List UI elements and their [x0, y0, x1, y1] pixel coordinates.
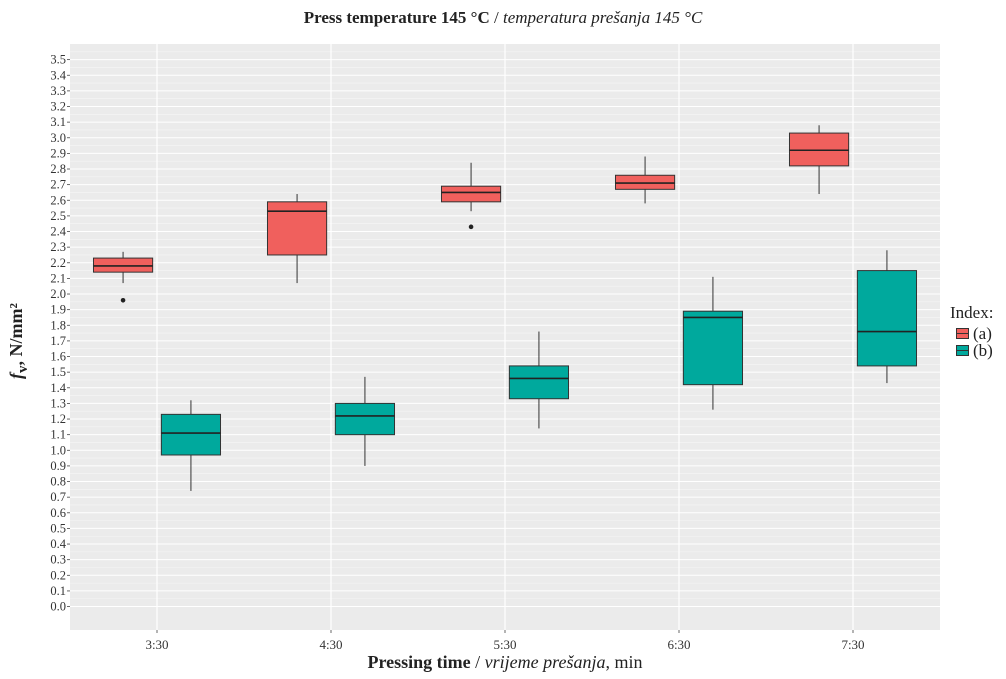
y-tick-label: 0.3: [50, 553, 66, 567]
box-b-4:30: [334, 376, 396, 466]
y-tick-label: 0.0: [50, 600, 66, 614]
y-tick-label: 0.8: [50, 475, 66, 489]
x-label-separator: /: [470, 652, 485, 672]
y-axis-ticks: 0.0 0.1 0.20.3 0.4 0.50.6 0.70.8 0.9 1.01.1 1.2 1…: [50, 53, 70, 614]
box-a-4:30: [266, 194, 328, 284]
box-a-7:30: [788, 125, 850, 195]
x-tick-label: 5:30: [493, 637, 516, 652]
legend-key-a: [956, 328, 969, 339]
y-tick-label: 0.2: [50, 568, 66, 582]
legend-item-a: (a): [950, 323, 993, 343]
y-tick-label: 2.1: [50, 271, 66, 285]
legend-title: Index:: [950, 303, 994, 322]
box-iqr: [266, 201, 328, 256]
y-tick-label: 2.4: [50, 225, 66, 239]
y-tick-label: 2.0: [50, 287, 66, 301]
box-series: [92, 125, 918, 491]
y-tick-label: 3.3: [50, 84, 66, 98]
y-tick-label: 2.6: [50, 193, 66, 207]
y-tick-label: 1.3: [50, 396, 66, 410]
legend: Index: (a) (b): [950, 303, 994, 360]
box-a-5:30: [440, 162, 502, 230]
chart-title: Press temperature 145 °C / temperatura p…: [0, 8, 1006, 28]
box-iqr: [508, 365, 570, 400]
y-tick-label: 0.9: [50, 459, 66, 473]
y-tick-label: 2.3: [50, 240, 66, 254]
box-b-5:30: [508, 331, 570, 429]
y-tick-label: 1.1: [50, 428, 66, 442]
legend-key-b: [956, 345, 969, 356]
y-tick-label: 1.8: [50, 318, 66, 332]
y-tick-label: 3.0: [50, 131, 66, 145]
y-tick-label: 2.2: [50, 256, 66, 270]
y-axis-label: fv, N/mm²: [6, 303, 32, 379]
x-label-italic: vrijeme prešanja: [484, 652, 606, 672]
grid-major: [70, 44, 940, 630]
y-tick-label: 2.9: [50, 146, 66, 160]
y-label-subscript: v: [14, 365, 31, 373]
y-tick-label: 2.7: [50, 178, 66, 192]
title-separator: /: [489, 8, 503, 27]
legend-item-b: (b): [950, 340, 993, 360]
y-tick-label: 1.5: [50, 365, 66, 379]
y-tick-label: 3.4: [50, 68, 66, 82]
box-b-7:30: [856, 250, 918, 384]
y-tick-label: 1.7: [50, 334, 66, 348]
y-tick-label: 1.0: [50, 443, 66, 457]
box-a-6:30: [614, 156, 676, 204]
y-tick-label: 2.8: [50, 162, 66, 176]
y-tick-label: 1.2: [50, 412, 66, 426]
y-tick-label: 0.7: [50, 490, 66, 504]
x-tick-label: 4:30: [319, 637, 342, 652]
y-tick-label: 3.2: [50, 100, 66, 114]
legend-label-a: (a): [973, 323, 992, 343]
outlier-point: [120, 297, 126, 303]
title-bold: Press temperature 145 °C: [303, 8, 490, 27]
y-tick-label: 1.9: [50, 303, 66, 317]
y-tick-label: 3.5: [50, 53, 66, 67]
x-label-bold: Pressing time: [367, 652, 471, 672]
y-label-unit: , N/mm²: [6, 303, 27, 366]
x-tick-label: 7:30: [841, 637, 864, 652]
box-iqr: [160, 413, 222, 456]
y-tick-label: 3.1: [50, 115, 66, 129]
x-tick-label: 3:30: [145, 637, 168, 652]
box-iqr: [334, 402, 396, 436]
title-italic: temperatura prešanja 145 °C: [502, 8, 703, 27]
x-tick-label: 6:30: [667, 637, 690, 652]
legend-label-b: (b): [973, 340, 993, 360]
y-tick-label: 0.1: [50, 584, 66, 598]
x-axis-label: Pressing time / vrijeme prešanja, min: [70, 652, 940, 673]
box-a-3:30: [92, 251, 154, 303]
y-tick-label: 1.6: [50, 350, 66, 364]
box-b-6:30: [682, 276, 744, 410]
outlier-point: [468, 224, 474, 230]
y-tick-label: 1.4: [50, 381, 66, 395]
x-label-unit: , min: [605, 652, 643, 672]
x-axis-ticks: 3:30 4:30 5:30 6:30 7:30: [145, 630, 865, 652]
y-tick-label: 0.5: [50, 521, 66, 535]
box-iqr: [440, 185, 502, 203]
box-iqr: [682, 310, 744, 386]
y-tick-label: 0.6: [50, 506, 66, 520]
box-b-3:30: [160, 400, 222, 491]
box-iqr: [856, 270, 918, 367]
y-tick-label: 0.4: [50, 537, 66, 551]
y-label-symbol: f: [6, 372, 27, 379]
y-tick-label: 2.5: [50, 209, 66, 223]
